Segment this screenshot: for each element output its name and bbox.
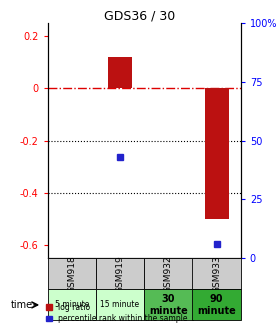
Text: GSM932: GSM932 bbox=[164, 255, 173, 293]
Bar bbox=[144, 289, 193, 320]
Text: 90
minute: 90 minute bbox=[197, 294, 236, 316]
Legend: log ratio, percentile rank within the sample: log ratio, percentile rank within the sa… bbox=[46, 303, 188, 323]
Bar bbox=[144, 258, 193, 289]
Text: GDS36 / 30: GDS36 / 30 bbox=[104, 10, 176, 23]
Bar bbox=[48, 289, 96, 320]
Text: 15 minute: 15 minute bbox=[101, 301, 140, 309]
Text: GSM918: GSM918 bbox=[67, 255, 76, 293]
Bar bbox=[108, 57, 132, 88]
Text: time: time bbox=[11, 300, 33, 310]
Bar bbox=[192, 258, 241, 289]
Bar bbox=[192, 289, 241, 320]
Bar bbox=[96, 289, 144, 320]
Text: GSM919: GSM919 bbox=[116, 255, 125, 293]
Text: GSM933: GSM933 bbox=[212, 255, 221, 293]
Bar bbox=[48, 258, 96, 289]
Bar bbox=[96, 258, 144, 289]
Text: 5 minute: 5 minute bbox=[55, 301, 89, 309]
Bar bbox=[205, 88, 229, 219]
Text: 30
minute: 30 minute bbox=[149, 294, 188, 316]
